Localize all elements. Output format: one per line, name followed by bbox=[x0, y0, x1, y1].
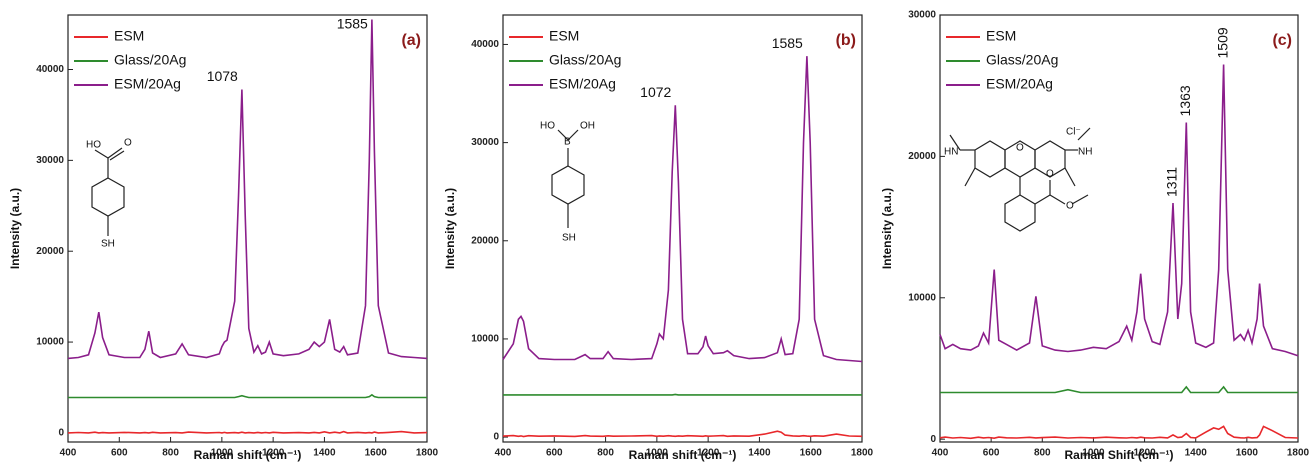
y-tick-label: 10000 bbox=[36, 337, 64, 348]
x-tick-label: 1200 bbox=[262, 448, 285, 459]
x-tick-label: 1800 bbox=[1287, 448, 1309, 459]
atom-label: O bbox=[1016, 143, 1024, 154]
legend-label: ESM bbox=[114, 28, 144, 44]
x-tick-label: 1800 bbox=[416, 448, 439, 459]
panel-label: (b) bbox=[836, 32, 856, 49]
atom-label: HO bbox=[86, 140, 101, 151]
x-tick-label: 600 bbox=[111, 448, 128, 459]
y-tick-label: 0 bbox=[58, 428, 64, 439]
spectrum-line bbox=[67, 19, 428, 360]
structure-b: HO B OH SH bbox=[540, 121, 595, 244]
spectrum-line bbox=[939, 425, 1299, 440]
panel-label: (c) bbox=[1272, 32, 1292, 49]
atom-label: HO bbox=[540, 121, 555, 132]
atom-label: HN bbox=[944, 147, 958, 158]
x-tick-label: 1600 bbox=[800, 448, 823, 459]
y-tick-label: 10000 bbox=[908, 292, 936, 303]
legend-label: ESM/20Ag bbox=[114, 76, 181, 92]
x-tick-label: 600 bbox=[983, 448, 1000, 459]
structure-a: HO O SH bbox=[86, 138, 132, 250]
x-tick-label: 1200 bbox=[1133, 448, 1156, 459]
x-tick-label: 1400 bbox=[1185, 448, 1208, 459]
y-axis-label: Intensity (a.u.) bbox=[880, 188, 894, 269]
legend-label: ESM/20Ag bbox=[986, 76, 1053, 92]
spectrum-line bbox=[502, 430, 863, 438]
x-tick-label: 800 bbox=[1034, 448, 1051, 459]
peak-label: 1311 bbox=[1164, 167, 1180, 197]
y-tick-label: 0 bbox=[493, 432, 499, 443]
spectrum-line bbox=[503, 393, 862, 396]
y-tick-label: 10000 bbox=[471, 334, 499, 345]
peak-label: 1509 bbox=[1214, 27, 1230, 58]
x-tick-label: 400 bbox=[60, 448, 77, 459]
structure-c: HN O Cl⁻ NH O O bbox=[944, 127, 1092, 232]
x-tick-label: 1000 bbox=[646, 448, 669, 459]
legend-label: ESM bbox=[549, 28, 579, 44]
x-tick-label: 1400 bbox=[748, 448, 771, 459]
atom-label: O bbox=[1066, 201, 1074, 212]
y-tick-label: 0 bbox=[930, 434, 936, 445]
x-axis-label: Raman Shift (cm⁻¹) bbox=[1064, 448, 1173, 462]
y-tick-label: 30000 bbox=[471, 137, 499, 148]
peak-label: 1363 bbox=[1177, 85, 1193, 116]
atom-label: O bbox=[1046, 169, 1054, 180]
x-tick-label: 600 bbox=[546, 448, 563, 459]
x-axis-label: Raman shift (cm⁻¹) bbox=[194, 448, 302, 462]
x-tick-label: 800 bbox=[162, 448, 179, 459]
peak-label: 1585 bbox=[337, 16, 368, 32]
peak-label: 1078 bbox=[207, 68, 238, 84]
atom-label: SH bbox=[101, 239, 115, 250]
panel-label: (a) bbox=[401, 32, 421, 49]
x-tick-label: 1600 bbox=[1236, 448, 1259, 459]
spectrum-line bbox=[502, 56, 863, 363]
atom-label: OH bbox=[580, 121, 595, 132]
peak-label: 1585 bbox=[772, 35, 803, 51]
x-tick-label: 1600 bbox=[365, 448, 388, 459]
x-tick-label: 800 bbox=[597, 448, 614, 459]
plot-frame bbox=[939, 14, 1299, 443]
y-tick-label: 30000 bbox=[36, 155, 64, 166]
legend-label: Glass/20Ag bbox=[549, 52, 621, 68]
x-tick-label: 400 bbox=[495, 448, 512, 459]
y-tick-label: 30000 bbox=[908, 10, 936, 21]
atom-label: SH bbox=[562, 233, 576, 244]
legend-label: Glass/20Ag bbox=[114, 52, 186, 68]
plot-frame bbox=[502, 14, 863, 443]
x-tick-label: 1800 bbox=[851, 448, 874, 459]
spectrum-line bbox=[939, 64, 1299, 357]
legend-label: ESM/20Ag bbox=[549, 76, 616, 92]
y-tick-label: 40000 bbox=[471, 39, 499, 50]
peak-label: 1072 bbox=[640, 84, 671, 100]
y-tick-label: 20000 bbox=[36, 246, 64, 257]
spectrum-line bbox=[68, 393, 427, 399]
x-tick-label: 1200 bbox=[697, 448, 720, 459]
y-tick-label: 20000 bbox=[908, 151, 936, 162]
y-tick-label: 20000 bbox=[471, 235, 499, 246]
x-tick-label: 1000 bbox=[1082, 448, 1105, 459]
x-axis-label: Raman shift (cm⁻¹) bbox=[629, 448, 737, 462]
y-axis-label: Intensity (a.u.) bbox=[443, 188, 457, 269]
x-tick-label: 1400 bbox=[313, 448, 336, 459]
x-tick-label: 1000 bbox=[211, 448, 234, 459]
legend-label: ESM bbox=[986, 28, 1016, 44]
plot-frame bbox=[67, 14, 428, 443]
x-tick-label: 400 bbox=[932, 448, 949, 459]
atom-label: Cl⁻ bbox=[1066, 127, 1081, 138]
atom-label: O bbox=[124, 138, 132, 149]
legend-label: Glass/20Ag bbox=[986, 52, 1058, 68]
spectrum-line bbox=[67, 430, 428, 434]
atom-label: B bbox=[564, 137, 571, 148]
atom-label: NH bbox=[1078, 147, 1092, 158]
spectrum-line bbox=[940, 385, 1298, 394]
y-tick-label: 40000 bbox=[36, 64, 64, 75]
y-axis-label: Intensity (a.u.) bbox=[8, 188, 22, 269]
